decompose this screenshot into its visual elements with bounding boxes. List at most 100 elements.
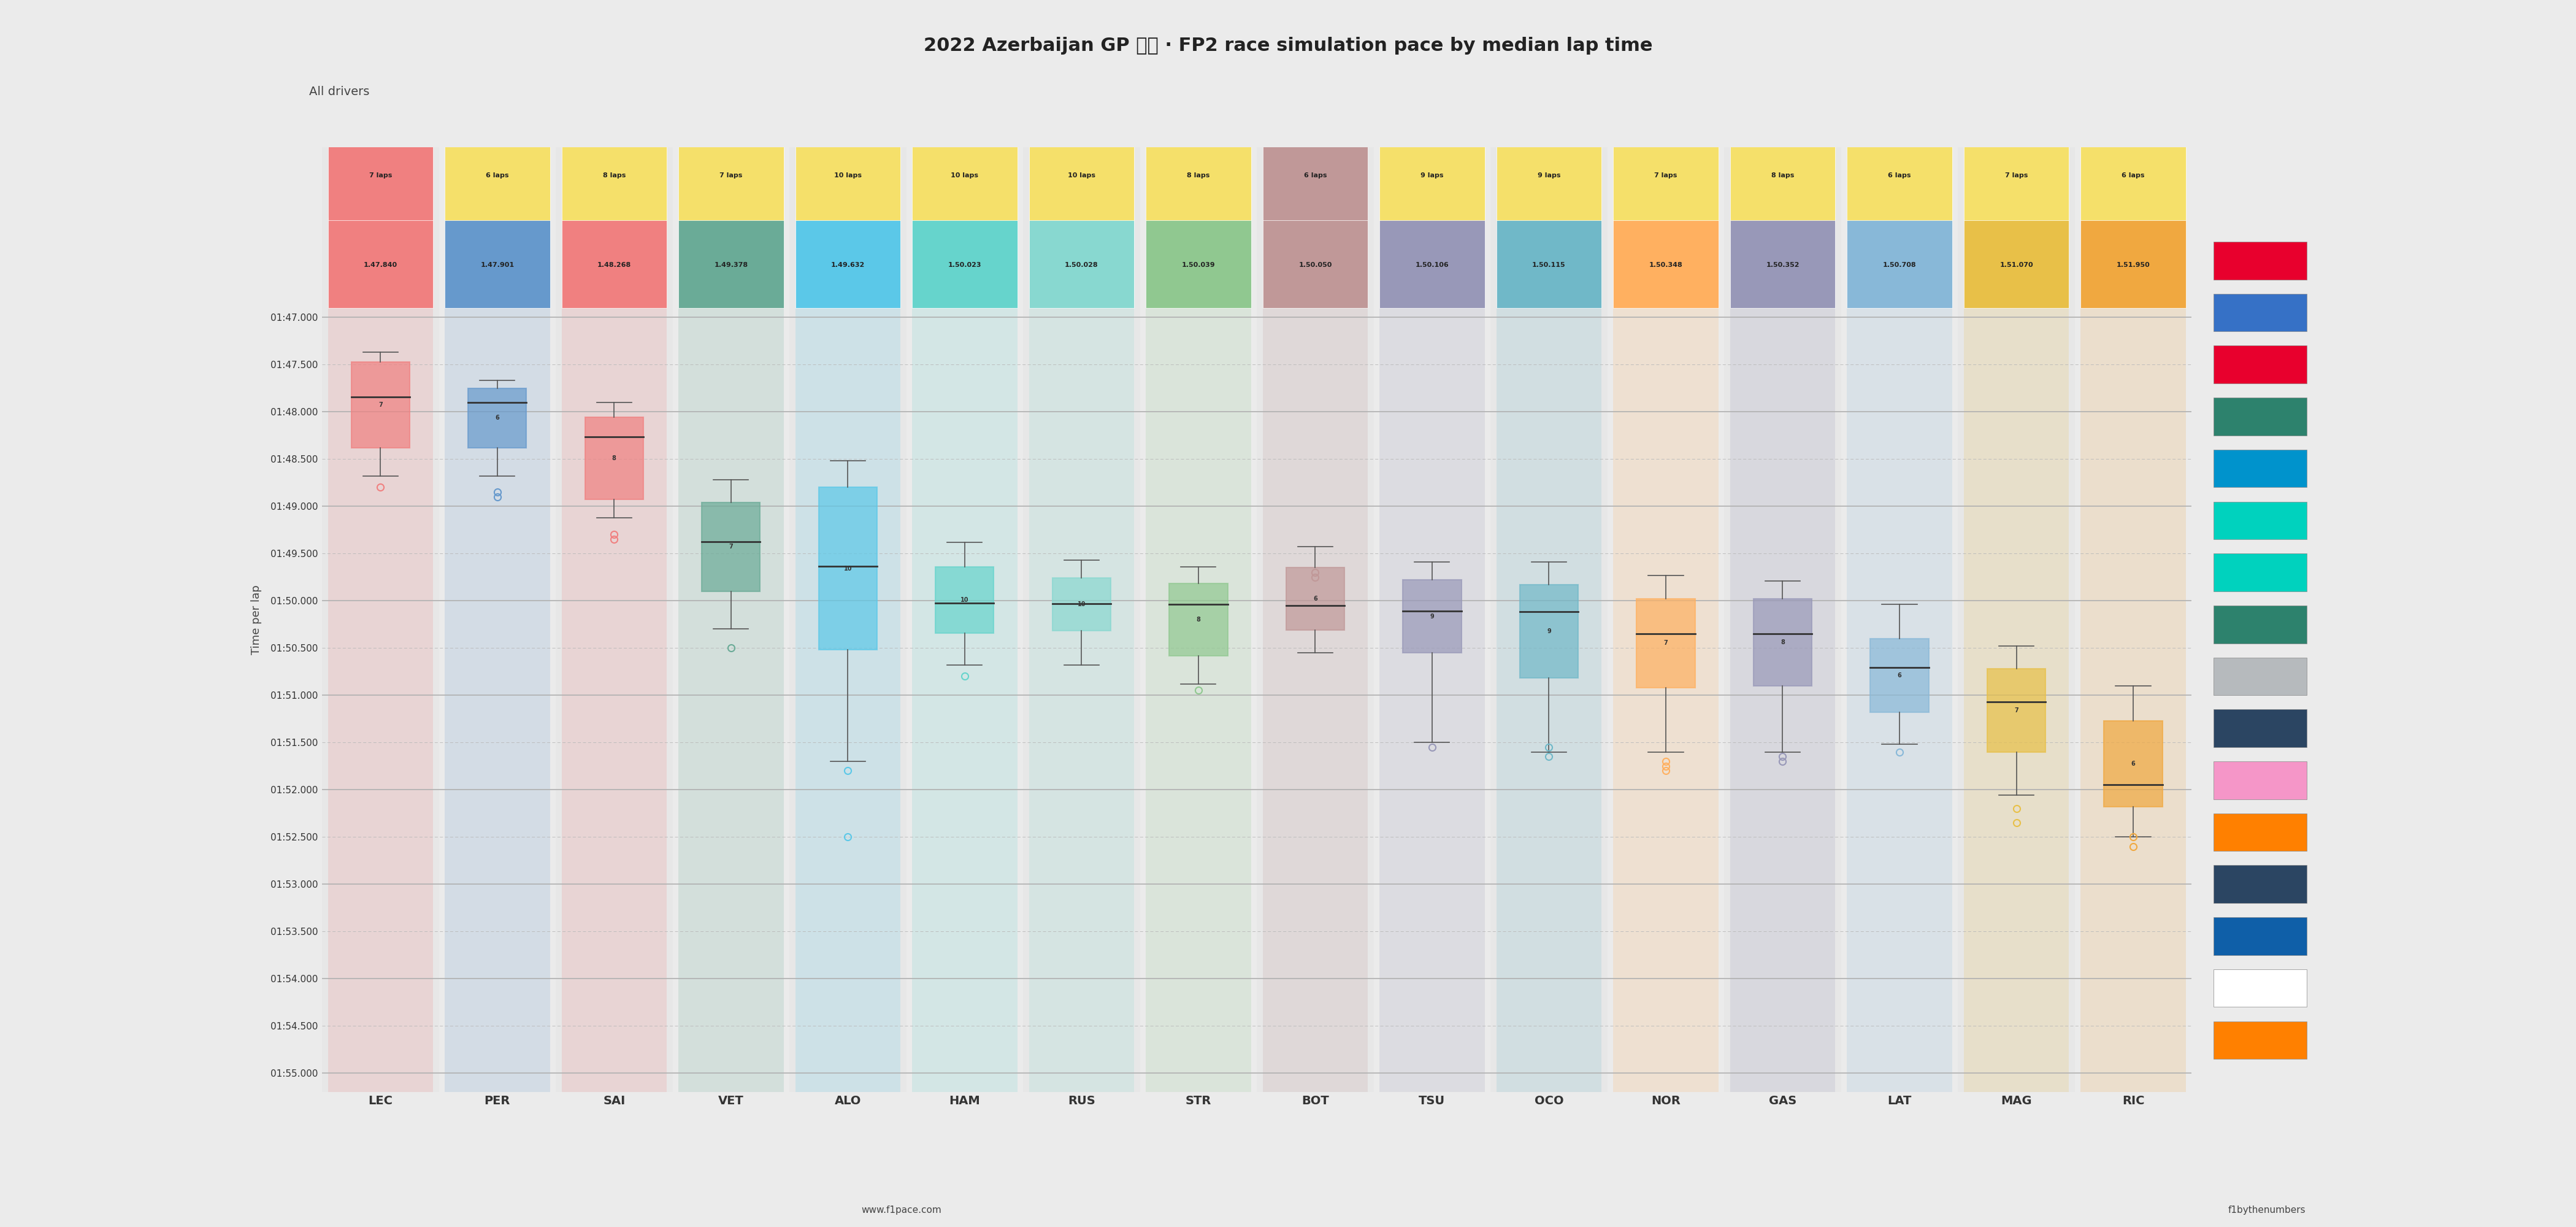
Bar — [2213, 502, 2306, 540]
FancyBboxPatch shape — [1381, 133, 1484, 220]
Bar — [1636, 599, 1695, 687]
Text: 1.48.268: 1.48.268 — [598, 263, 631, 269]
FancyBboxPatch shape — [1381, 218, 1484, 308]
FancyBboxPatch shape — [1963, 218, 2069, 308]
FancyBboxPatch shape — [912, 133, 1018, 220]
Bar — [935, 567, 994, 633]
Text: 2022 Azerbaijan GP 🇦🇿 · FP2 race simulation pace by median lap time: 2022 Azerbaijan GP 🇦🇿 · FP2 race simulat… — [925, 37, 1651, 54]
Text: 1.50.039: 1.50.039 — [1182, 263, 1216, 269]
FancyBboxPatch shape — [912, 218, 1018, 308]
Bar — [1986, 669, 2045, 752]
Bar — [1492, 147, 1607, 1092]
Bar — [1754, 599, 1811, 686]
Text: 1.50.708: 1.50.708 — [1883, 263, 1917, 269]
Text: 10 laps: 10 laps — [1066, 173, 1095, 179]
Bar — [585, 417, 644, 499]
Text: 9 laps: 9 laps — [1538, 173, 1561, 179]
Bar — [1870, 638, 1929, 712]
Bar — [2213, 658, 2306, 696]
Text: 1.51.070: 1.51.070 — [1999, 263, 2032, 269]
Text: 1.50.023: 1.50.023 — [948, 263, 981, 269]
Text: 6: 6 — [1314, 596, 1316, 602]
Bar — [556, 147, 672, 1092]
Bar — [819, 487, 876, 650]
Text: 1.50.348: 1.50.348 — [1649, 263, 1682, 269]
FancyBboxPatch shape — [796, 218, 902, 308]
Text: 10 laps: 10 laps — [951, 173, 979, 179]
Bar — [2105, 720, 2161, 806]
Text: 1.50.352: 1.50.352 — [1767, 263, 1801, 269]
FancyBboxPatch shape — [1497, 218, 1602, 308]
Bar — [438, 147, 556, 1092]
Bar — [2213, 1021, 2306, 1059]
Text: 7: 7 — [729, 544, 734, 550]
Bar — [1373, 147, 1492, 1092]
FancyBboxPatch shape — [327, 218, 433, 308]
Text: All drivers: All drivers — [309, 86, 368, 98]
Text: 10: 10 — [961, 596, 969, 602]
Bar — [2081, 147, 2187, 1092]
FancyBboxPatch shape — [1847, 133, 1953, 220]
Bar — [1170, 584, 1229, 655]
Bar — [1262, 147, 1368, 1092]
Text: 7: 7 — [379, 401, 381, 407]
Bar — [701, 503, 760, 591]
FancyBboxPatch shape — [1963, 133, 2069, 220]
Text: 7: 7 — [2014, 707, 2020, 713]
Bar — [1613, 147, 1718, 1092]
Bar — [446, 147, 549, 1092]
FancyBboxPatch shape — [327, 133, 433, 220]
Text: 9 laps: 9 laps — [1419, 173, 1443, 179]
Bar — [1958, 147, 2074, 1092]
Bar — [2213, 293, 2306, 331]
Text: 7 laps: 7 laps — [2004, 173, 2027, 179]
Text: 7 laps: 7 laps — [368, 173, 392, 179]
Text: 6 laps: 6 laps — [1888, 173, 1911, 179]
Bar — [1023, 147, 1141, 1092]
Bar — [2213, 761, 2306, 799]
Text: 9: 9 — [1546, 628, 1551, 634]
Text: www.f1pace.com: www.f1pace.com — [860, 1205, 943, 1215]
Bar — [2213, 969, 2306, 1007]
Bar — [672, 147, 788, 1092]
FancyBboxPatch shape — [796, 133, 902, 220]
Bar — [1257, 147, 1373, 1092]
Bar — [1285, 568, 1345, 629]
Text: 6: 6 — [495, 415, 500, 421]
Bar — [2074, 147, 2192, 1092]
Bar — [1497, 147, 1602, 1092]
Bar — [350, 362, 410, 448]
Text: 1.50.050: 1.50.050 — [1298, 263, 1332, 269]
Bar — [2213, 865, 2306, 903]
FancyBboxPatch shape — [1497, 133, 1602, 220]
Bar — [1607, 147, 1723, 1092]
Text: 6 laps: 6 laps — [487, 173, 510, 179]
Bar — [1381, 147, 1484, 1092]
Bar — [1404, 580, 1461, 653]
Bar — [2213, 398, 2306, 436]
FancyBboxPatch shape — [677, 133, 783, 220]
Bar — [2213, 553, 2306, 591]
Text: 9: 9 — [1430, 614, 1435, 620]
Text: 6: 6 — [1899, 672, 1901, 679]
Bar — [796, 147, 902, 1092]
Text: 8 laps: 8 laps — [1772, 173, 1793, 179]
Text: 6 laps: 6 laps — [1303, 173, 1327, 179]
Text: 1.49.632: 1.49.632 — [832, 263, 866, 269]
Text: 10 laps: 10 laps — [835, 173, 860, 179]
Text: 1.49.378: 1.49.378 — [714, 263, 747, 269]
Bar — [1723, 147, 1842, 1092]
Text: 10: 10 — [845, 566, 853, 572]
FancyBboxPatch shape — [1613, 133, 1718, 220]
Bar — [2213, 814, 2306, 852]
FancyBboxPatch shape — [1146, 218, 1252, 308]
FancyBboxPatch shape — [1262, 133, 1368, 220]
Bar — [1847, 147, 1953, 1092]
Bar — [1963, 147, 2069, 1092]
Text: 7 laps: 7 laps — [1654, 173, 1677, 179]
Bar — [469, 388, 526, 448]
Bar — [1520, 585, 1579, 679]
Text: 6: 6 — [2130, 761, 2136, 767]
Text: 1.50.028: 1.50.028 — [1064, 263, 1097, 269]
Text: 8: 8 — [1195, 616, 1200, 622]
